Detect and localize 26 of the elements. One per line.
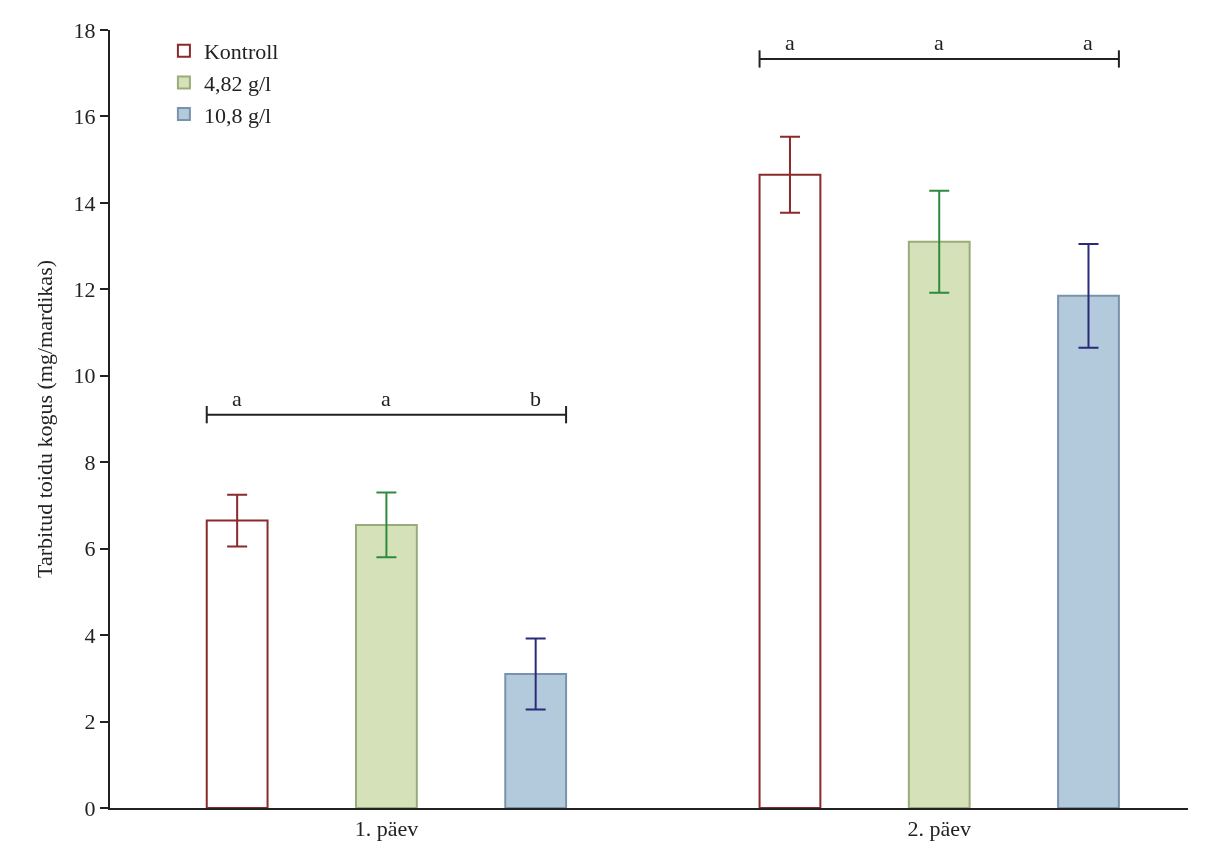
y-tick-label: 4 <box>84 622 96 648</box>
bar <box>907 240 971 808</box>
legend-label: Kontroll <box>203 39 279 65</box>
y-tick-label: 0 <box>84 795 96 821</box>
legend-label: 4,82 g/l <box>203 70 272 96</box>
y-tick-label: 10 <box>73 363 96 389</box>
bar <box>504 673 568 808</box>
y-axis-title: Tarbitud toidu kogus (mg/mardikas) <box>31 259 57 579</box>
annotation: a <box>381 386 391 411</box>
y-tick-label: 14 <box>73 190 96 216</box>
y-tick-label: 2 <box>84 709 96 735</box>
annotation: a <box>785 30 795 55</box>
annotation: b <box>530 386 541 411</box>
annotation: a <box>934 30 944 55</box>
annotation: a <box>1083 30 1093 55</box>
y-tick-label: 16 <box>73 104 96 130</box>
x-tick-label: 1. päev <box>354 816 419 842</box>
y-tick-label: 12 <box>73 277 96 303</box>
y-tick-label: 18 <box>73 17 96 43</box>
annotation: a <box>232 386 242 411</box>
x-tick-label: 2. päev <box>907 816 971 842</box>
bar <box>1057 294 1120 808</box>
bar <box>355 523 418 808</box>
y-tick-label: 6 <box>84 536 96 562</box>
legend-label: 10,8 g/l <box>203 102 272 128</box>
y-tick-label: 8 <box>84 449 96 475</box>
